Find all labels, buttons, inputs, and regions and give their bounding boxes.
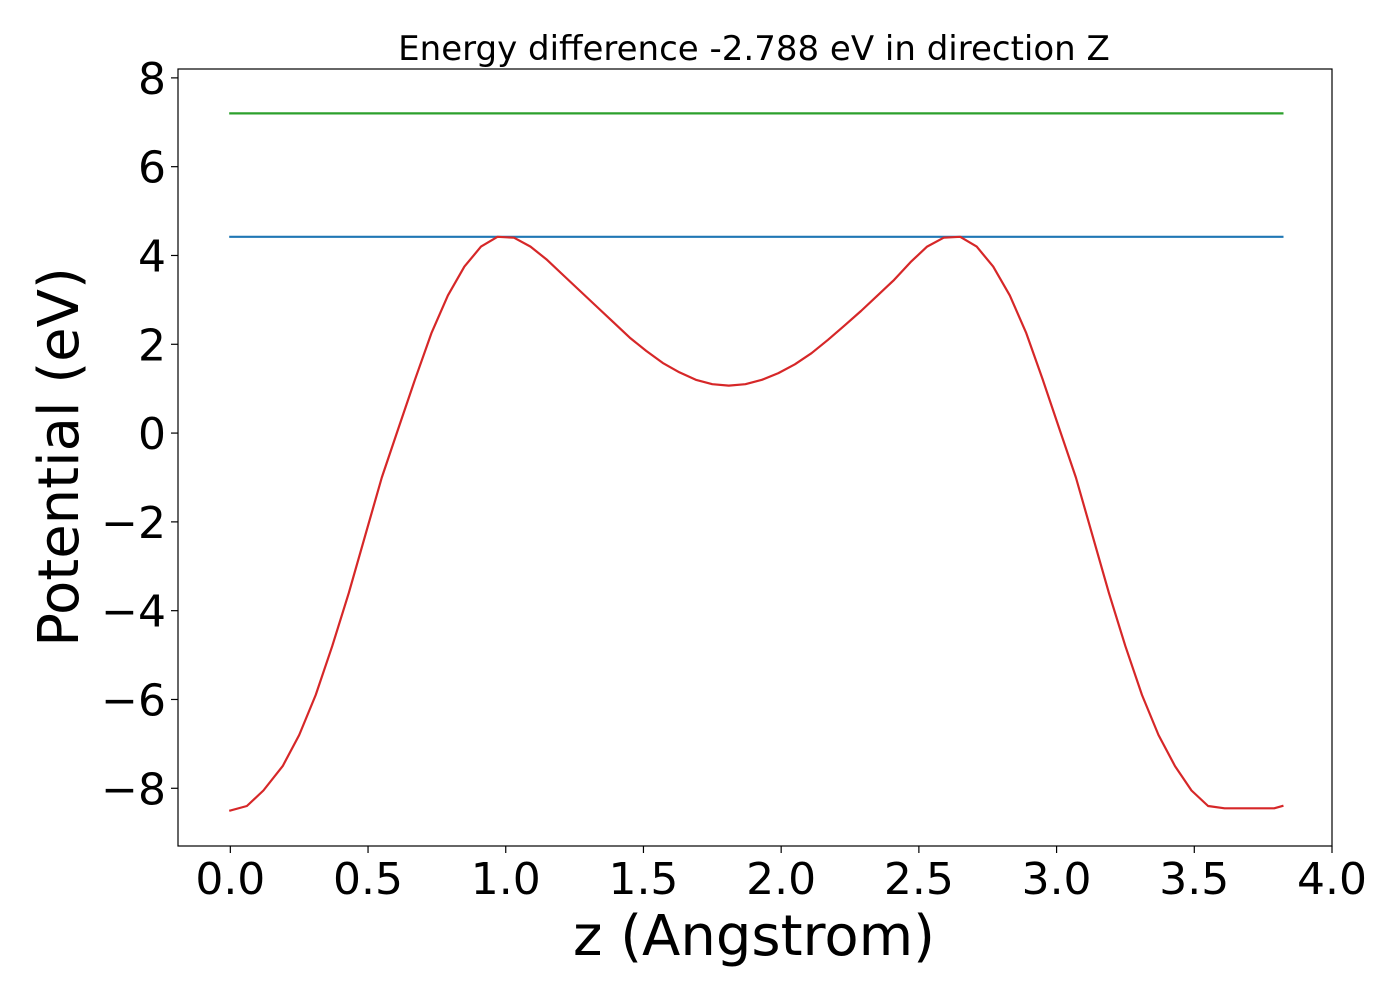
y-tick-label: −8 [101,764,166,815]
chart-title: Energy difference -2.788 eV in direction… [398,29,1110,69]
plot-area [177,68,1333,847]
x-tick-label: 0.0 [195,854,265,905]
y-tick-label: 2 [138,320,166,371]
series-line-2 [228,235,1284,812]
x-tick-label: 3.5 [1159,854,1229,905]
y-tick-label: −6 [101,675,166,726]
y-tick-label: 4 [138,231,166,282]
x-tick-label: 1.0 [471,854,541,905]
x-axis-label: z (Angstrom) [573,904,935,969]
x-tick-label: 2.0 [746,854,816,905]
y-tick-label: 6 [138,143,166,194]
y-axis-label: Potential (eV) [27,267,92,647]
x-tick-label: 4.0 [1297,854,1367,905]
y-tick-label: −2 [101,498,166,549]
y-tick-label: −4 [101,587,166,638]
y-tick-label: 0 [138,409,166,460]
x-tick-label: 1.5 [608,854,678,905]
x-axis: 0.0 0.5 1.0 1.5 2.0 2.5 3.0 3.5 4.0 [195,846,1367,905]
x-tick-label: 3.0 [1022,854,1092,905]
y-tick-label: 8 [138,54,166,105]
x-tick-label: 2.5 [884,854,954,905]
plot-frame [177,68,1333,847]
y-axis: −8 −6 −4 −2 0 2 4 6 8 [101,54,178,815]
x-tick-label: 0.5 [333,854,403,905]
